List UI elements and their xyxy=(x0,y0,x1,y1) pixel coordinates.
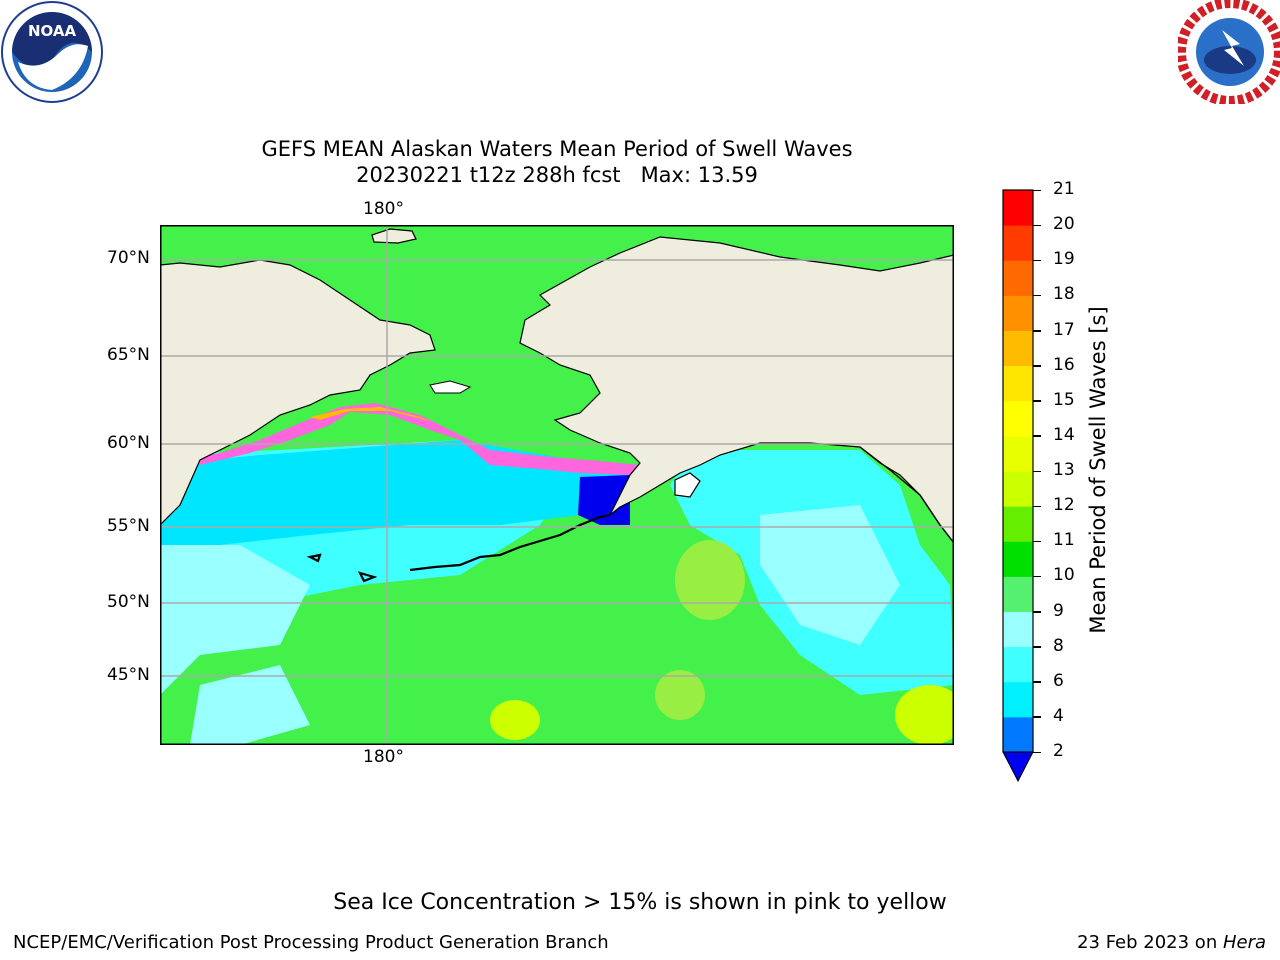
colorbar-box xyxy=(1003,365,1033,402)
right-credit-date: 23 Feb 2023 on xyxy=(1077,932,1223,953)
colorbar-tick-mark xyxy=(1033,189,1041,191)
colorbar-tick-label: 17 xyxy=(1053,319,1075,340)
colorbar-tick-label: 4 xyxy=(1053,705,1064,726)
colorbar-box xyxy=(1003,295,1033,331)
aleutian-islands xyxy=(306,513,611,583)
colorbar-tick-mark xyxy=(1033,470,1041,472)
colorbar-box xyxy=(1003,646,1033,683)
colorbar-box xyxy=(1003,400,1033,437)
colorbar-box xyxy=(1003,716,1033,753)
longitude-label-bottom: 180° xyxy=(363,747,404,767)
colorbar-tick-label: 21 xyxy=(1053,179,1075,199)
swell-zone-yellow-southeast xyxy=(895,685,954,745)
colorbar-box xyxy=(1003,225,1033,261)
colorbar-tick-label: 11 xyxy=(1053,530,1075,551)
latitude-label-55n: 55°N xyxy=(107,516,150,536)
colorbar-tick-mark xyxy=(1033,716,1041,718)
colorbar-tick-mark xyxy=(1033,259,1041,262)
colorbar-tick-mark xyxy=(1033,646,1041,648)
land-kodiak-island xyxy=(674,472,701,498)
map-title: GEFS MEAN Alaskan Waters Mean Period of … xyxy=(261,137,853,161)
right-credit-machine: Hera xyxy=(1222,932,1266,953)
colorbar-tick-mark xyxy=(1033,400,1041,402)
colorbar-tick-mark xyxy=(1033,294,1041,297)
latitude-label-45n: 45°N xyxy=(107,665,150,685)
colorbar-tick-label: 14 xyxy=(1053,424,1075,445)
colorbar-tick-label: 6 xyxy=(1053,670,1064,691)
colorbar-tick-mark xyxy=(1033,611,1041,613)
colorbar-tick-label: 8 xyxy=(1053,635,1064,656)
colorbar-tick-mark xyxy=(1033,681,1041,683)
colorbar-under-triangle xyxy=(1002,751,1034,783)
colorbar-tick-label: 13 xyxy=(1053,460,1075,480)
swell-zone-lightcyan-west xyxy=(160,545,310,695)
colorbar-box xyxy=(1003,190,1033,226)
colorbar-tick-label: 19 xyxy=(1053,249,1075,270)
land-alaska xyxy=(519,236,954,544)
colorbar xyxy=(1002,189,1034,783)
colorbar-tick-label: 2 xyxy=(1053,741,1064,761)
colorbar-tick-label: 18 xyxy=(1053,284,1075,305)
colorbar-tick-label: 9 xyxy=(1053,600,1064,621)
latitude-label-50n: 50°N xyxy=(107,592,150,612)
map-frame xyxy=(160,225,954,745)
colorbar-box xyxy=(1003,330,1033,367)
colorbar-box xyxy=(1003,435,1033,472)
colorbar-tick-label: 15 xyxy=(1053,389,1075,410)
colorbar-box xyxy=(1003,541,1033,577)
map-gridlines xyxy=(160,225,954,745)
sea-ice-edge-yellow xyxy=(310,407,440,425)
colorbar-tick-label: 10 xyxy=(1053,565,1075,586)
map-subtitle: 20230221 t12z 288h fcst Max: 13.59 xyxy=(356,163,758,187)
colorbar-tick-label: 20 xyxy=(1053,214,1075,235)
colorbar-box xyxy=(1003,260,1033,296)
swell-period-map xyxy=(160,225,954,745)
latitude-label-70n: 70°N xyxy=(107,248,150,268)
colorbar-tick-mark xyxy=(1033,575,1041,578)
national-weather-service-logo-icon xyxy=(1178,0,1280,104)
colorbar-label: Mean Period of Swell Waves [s] xyxy=(1086,306,1110,634)
swell-zone-blue-bristol-bay xyxy=(578,475,630,525)
colorbar-tick-mark xyxy=(1033,540,1041,543)
noaa-logo-text: NOAA xyxy=(28,22,77,40)
land-chukotka xyxy=(160,259,436,526)
latitude-label-65n: 65°N xyxy=(107,345,150,365)
colorbar-tick-mark xyxy=(1033,751,1041,753)
swell-zone-lightcyan-gulf xyxy=(760,505,900,645)
colorbar-box xyxy=(1003,681,1033,718)
coastline-southeast-alaska xyxy=(859,446,954,544)
colorbar-box xyxy=(1003,471,1033,507)
colorbar-box xyxy=(1003,576,1033,612)
noaa-logo-icon: NOAA xyxy=(1,1,103,103)
swell-zone-yellowgreen-center xyxy=(675,540,745,620)
sea-ice-edge xyxy=(200,403,640,475)
colorbar-tick-mark xyxy=(1033,330,1041,332)
sea-ice-note: Sea Ice Concentration > 15% is shown in … xyxy=(333,890,947,915)
colorbar-box xyxy=(1003,611,1033,648)
latitude-label-60n: 60°N xyxy=(107,433,150,453)
colorbar-tick-label: 16 xyxy=(1053,354,1075,375)
swell-zone-yellow-south xyxy=(490,700,540,740)
land-st-lawrence-island xyxy=(429,380,472,394)
right-credit: 23 Feb 2023 on Hera xyxy=(1077,932,1266,953)
colorbar-box xyxy=(1003,506,1033,542)
land-wrangel-island xyxy=(371,228,417,244)
colorbar-tick-mark xyxy=(1033,224,1041,227)
colorbar-tick-mark xyxy=(1033,365,1041,367)
swell-zone-yellowgreen-south xyxy=(655,670,705,720)
longitude-label-top: 180° xyxy=(363,199,404,219)
left-credit: NCEP/EMC/Verification Post Processing Pr… xyxy=(13,932,609,953)
swell-zone-lightcyan-southwest xyxy=(190,665,310,745)
colorbar-tick-mark xyxy=(1033,505,1041,508)
colorbar-tick-mark xyxy=(1033,435,1041,437)
colorbar-tick-label: 12 xyxy=(1053,495,1075,516)
